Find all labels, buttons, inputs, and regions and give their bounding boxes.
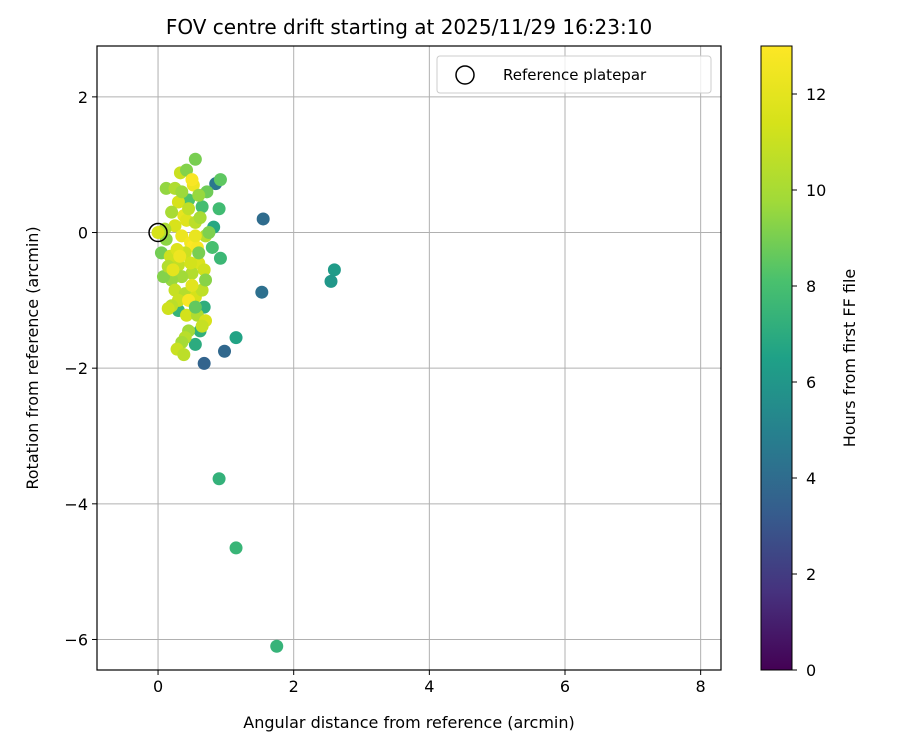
colorbar-tick-label: 8 [806,277,816,296]
data-point [188,152,202,166]
data-point [256,212,270,226]
data-point [180,163,194,177]
data-point [156,270,170,284]
x-tick-label: 4 [424,677,434,696]
x-axis-label: Angular distance from reference (arcmin) [243,713,574,732]
colorbar-tick-label: 6 [806,373,816,392]
legend: Reference platepar [436,55,712,94]
data-point [192,246,206,260]
legend-reference-marker [455,65,475,85]
data-point [229,541,243,555]
data-point [175,229,189,243]
x-tick-label: 8 [696,677,706,696]
data-point [324,274,338,288]
x-tick-label: 2 [289,677,299,696]
colorbar-label: Hours from first FF file [840,269,859,448]
reference-layer [148,222,168,243]
data-point [185,278,199,292]
data-point [185,173,199,187]
data-point [188,229,202,243]
y-tick-label: −2 [64,359,88,378]
x-axis-ticks: 0 2 4 6 8 [153,670,706,696]
data-point [168,283,182,297]
data-point [195,319,209,333]
colorbar-ticks: 0 2 4 6 8 10 12 [792,85,826,680]
y-tick-label: −4 [64,495,88,514]
data-point [327,263,341,277]
data-point [175,185,189,199]
data-point [193,211,207,225]
colorbar-tick-label: 4 [806,469,816,488]
data-point [199,273,213,287]
data-point [171,195,185,209]
y-axis-ticks: 2 0 −2 −4 −6 [64,88,97,649]
grid [97,46,721,670]
data-point [212,202,226,216]
x-tick-label: 6 [560,677,570,696]
colorbar: 0 2 4 6 8 10 12 Hours from first FF file [760,45,859,680]
data-point [213,251,227,265]
reference-platepar-marker [148,222,168,243]
data-point [229,331,243,345]
data-point [188,337,202,351]
legend-reference-label: Reference platepar [503,66,647,84]
x-tick-label: 0 [153,677,163,696]
y-tick-label: −6 [64,630,88,649]
y-axis-label: Rotation from reference (arcmin) [23,226,42,489]
y-tick-label: 2 [78,88,88,107]
legend-box [436,55,712,94]
data-point [195,200,209,214]
data-point [161,301,175,315]
colorbar-gradient [760,45,793,671]
data-point [192,188,206,202]
data-point [188,300,202,314]
data-point [205,240,219,254]
plot-frame [96,45,722,671]
data-point [168,219,182,233]
data-points [151,152,341,653]
y-tick-label: 0 [78,224,88,243]
data-point [166,263,180,277]
data-point [173,249,187,263]
data-point [202,226,216,240]
data-point [184,256,198,270]
data-point [255,285,269,299]
data-point [197,356,211,370]
data-point [270,639,284,653]
colorbar-tick-label: 10 [806,181,826,200]
data-point [218,344,232,358]
data-point [182,202,196,216]
data-point [212,472,226,486]
colorbar-tick-label: 0 [806,661,816,680]
chart-title: FOV centre drift starting at 2025/11/29 … [166,15,652,39]
data-point [165,205,179,219]
data-point [195,283,209,297]
data-point [213,173,227,187]
data-point [185,266,199,280]
colorbar-tick-label: 2 [806,565,816,584]
data-point [175,270,189,284]
colorbar-tick-label: 12 [806,85,826,104]
data-point [180,308,194,322]
data-point [151,226,165,240]
data-point [197,263,211,277]
data-point [177,348,191,362]
